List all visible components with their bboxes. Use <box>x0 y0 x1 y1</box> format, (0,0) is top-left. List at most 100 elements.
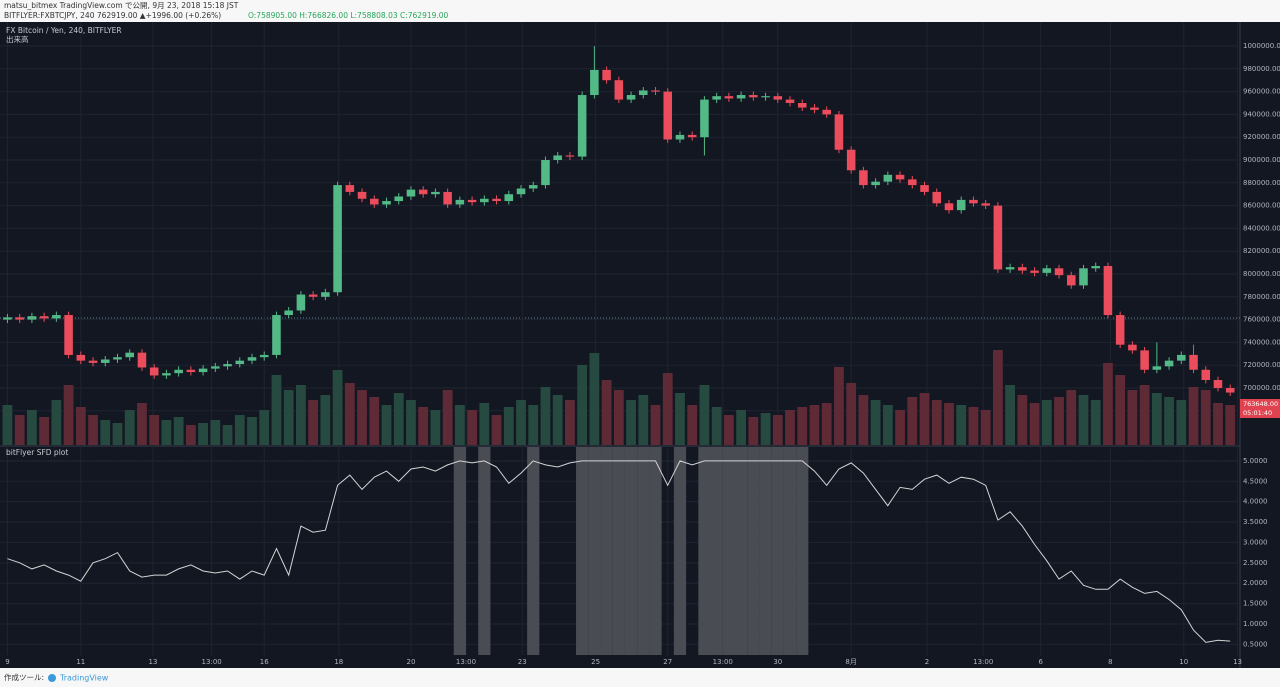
candle-body <box>186 369 196 373</box>
x-tick-label: 8 <box>1108 658 1112 666</box>
candle-body <box>883 174 893 182</box>
volume-bar <box>430 410 441 445</box>
shade-band <box>747 447 760 655</box>
y-tick-label: 4.0000 <box>1243 498 1268 506</box>
candle-body <box>810 107 819 110</box>
candle-body <box>553 155 562 161</box>
y-tick-label: 840000.00 <box>1243 224 1280 232</box>
volume-bar <box>88 415 98 445</box>
y-tick-label: 4.5000 <box>1243 477 1268 485</box>
volume-bar <box>626 400 636 445</box>
volume-bar <box>1164 397 1174 445</box>
footer-brand[interactable]: TradingView <box>59 674 109 683</box>
shade-band <box>478 447 491 655</box>
volume-bar <box>821 403 832 445</box>
candle-body <box>712 96 721 100</box>
x-tick-label: 10 <box>1179 658 1188 666</box>
volume-bar <box>772 415 783 445</box>
volume-bar <box>1127 390 1138 445</box>
candle-body <box>467 199 477 203</box>
volume-bar <box>1151 393 1162 445</box>
volume-bar <box>1005 385 1016 445</box>
volume-bar <box>1066 390 1077 445</box>
volume-bar <box>161 420 172 445</box>
volume-bar <box>687 405 698 445</box>
x-tick-label: 13:00 <box>202 658 222 666</box>
candle-body <box>455 199 465 205</box>
candle-body <box>247 357 257 361</box>
y-tick-label: 740000.00 <box>1243 338 1280 346</box>
volume-bar <box>124 410 135 445</box>
y-tick-label: 820000.00 <box>1243 247 1280 255</box>
x-tick-label: 16 <box>260 658 269 666</box>
candle-body <box>724 96 734 99</box>
candle-body <box>1066 275 1076 286</box>
y-tick-label: 1.5000 <box>1243 600 1268 608</box>
volume-bar <box>968 407 979 445</box>
candle-body <box>235 360 245 365</box>
volume-bar <box>956 405 967 445</box>
price-marker <box>1240 399 1280 418</box>
y-tick-label: 3.5000 <box>1243 518 1268 526</box>
shade-band <box>783 447 797 655</box>
y-tick-label: 940000.00 <box>1243 110 1280 118</box>
volume-bar <box>1176 400 1187 445</box>
volume-bar <box>919 393 930 445</box>
shade-band <box>637 447 650 655</box>
x-tick-label: 13:00 <box>973 658 993 666</box>
candle-body <box>981 203 990 206</box>
x-tick-label: 13:00 <box>713 658 733 666</box>
volume-bar <box>479 403 490 445</box>
candle-body <box>15 317 24 320</box>
candle-body <box>162 373 171 376</box>
candle-body <box>1128 344 1137 351</box>
candle-body <box>308 294 318 297</box>
volume-bar <box>344 383 355 445</box>
chart-title: FX Bitcoin / Yen, 240, BITFLYER <box>6 26 122 35</box>
volume-bar <box>834 367 844 445</box>
candle-body <box>1103 266 1113 316</box>
candle-body <box>223 364 232 367</box>
volume-bar <box>173 417 184 445</box>
header-bar <box>0 0 1280 22</box>
volume-bar <box>907 397 918 445</box>
candle-body <box>528 185 538 189</box>
volume-bar <box>247 417 257 445</box>
x-tick-label: 13 <box>1233 658 1242 666</box>
x-tick-label: 2 <box>925 658 929 666</box>
y-tick-label: 0.5000 <box>1243 640 1268 648</box>
footer-label: 作成ツール: <box>4 672 44 682</box>
shade-band <box>796 447 809 655</box>
volume-bar <box>1115 375 1126 445</box>
shade-band <box>624 447 638 655</box>
volume-bar <box>589 353 600 445</box>
candle-body <box>1042 268 1052 273</box>
candle-body <box>272 315 281 355</box>
volume-bar <box>63 385 74 445</box>
candle-body <box>516 188 526 195</box>
volume-bar <box>198 423 208 445</box>
candle-body <box>321 292 330 297</box>
candle-body <box>345 185 355 192</box>
candle-body <box>590 69 599 96</box>
candle-body <box>88 360 98 363</box>
publisher: matsu_bitmex TradingView.com で公開, 9月 23,… <box>4 1 239 10</box>
volume-bar <box>454 405 465 445</box>
volume-bar <box>100 420 111 445</box>
candle-body <box>1091 266 1100 269</box>
x-tick-label: 25 <box>591 658 600 666</box>
candle-body <box>27 316 37 320</box>
shade-band <box>710 447 723 655</box>
candle-body <box>1005 267 1015 270</box>
volume-bar <box>1225 405 1236 445</box>
y-tick-label: 900000.00 <box>1243 156 1280 164</box>
y-tick-label: 3.0000 <box>1243 538 1268 546</box>
volume-bar <box>760 413 771 445</box>
candle-body <box>773 96 783 100</box>
candle-body <box>1018 267 1027 271</box>
volume-bar <box>369 397 380 445</box>
volume-bar <box>381 405 392 445</box>
footer-bar <box>0 668 1280 687</box>
shade-band <box>734 447 748 655</box>
